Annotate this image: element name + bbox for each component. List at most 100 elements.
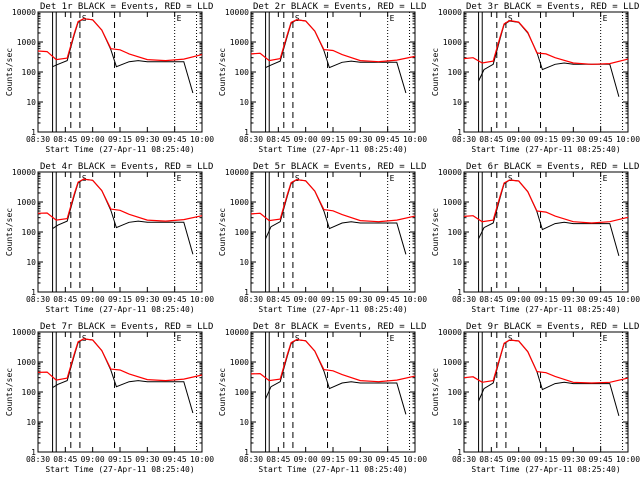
x-tick-label: 09:00	[294, 295, 318, 304]
panel-title: Det 4r BLACK = Events, RED = LLD	[40, 162, 213, 172]
x-tick-label: 09:15	[534, 135, 558, 144]
y-tick-label: 1000	[443, 358, 462, 367]
y-tick-label: 100	[22, 388, 37, 397]
y-tick-label: 1000	[17, 198, 36, 207]
events-series-line	[52, 178, 194, 255]
x-axis-label: Start Time (27-Apr-11 08:25:40)	[258, 145, 407, 154]
x-tick-label: 10:00	[403, 455, 427, 464]
plot-panel: Det 6r BLACK = Events, RED = LLD 1 10 100 10…	[431, 162, 640, 314]
y-axis-label: Counts/sec	[5, 48, 14, 96]
y-tick-label: 10	[452, 98, 462, 107]
x-tick-label: 09:15	[534, 455, 558, 464]
y-axis-label: Counts/sec	[431, 208, 440, 256]
y-tick-label: 10	[26, 258, 36, 267]
x-tick-label: 10:00	[616, 455, 640, 464]
events-series-line	[265, 19, 407, 94]
x-tick-label: 09:45	[376, 135, 400, 144]
x-tick-label: 09:00	[81, 455, 105, 464]
y-tick-label: 1	[244, 128, 249, 137]
lld-series-line	[463, 339, 629, 384]
y-tick-label: 10000	[225, 328, 249, 337]
x-tick-label: 09:30	[135, 455, 159, 464]
panel-title: Det 6r BLACK = Events, RED = LLD	[466, 162, 639, 172]
y-tick-label: 1	[31, 288, 36, 297]
x-tick-label: 09:30	[348, 295, 372, 304]
x-tick-label: 09:30	[135, 295, 159, 304]
plot-panel: Det 5r BLACK = Events, RED = LLD 1 10 100 10…	[218, 162, 427, 314]
y-tick-label: 10000	[438, 168, 462, 177]
y-tick-label: 10000	[225, 8, 249, 17]
x-tick-label: 09:30	[561, 455, 585, 464]
y-tick-label: 100	[448, 68, 463, 77]
plot-frame	[250, 171, 416, 293]
x-axis-label: Start Time (27-Apr-11 08:25:40)	[471, 305, 620, 314]
y-tick-label: 100	[22, 228, 37, 237]
x-axis-label: Start Time (27-Apr-11 08:25:40)	[45, 305, 194, 314]
x-tick-label: 08:30	[26, 135, 50, 144]
x-tick-label: 09:15	[321, 455, 345, 464]
x-tick-label: 09:30	[348, 135, 372, 144]
x-tick-label: 10:00	[616, 135, 640, 144]
x-tick-label: 09:15	[534, 295, 558, 304]
plot-frame	[37, 171, 203, 293]
x-tick-label: 10:00	[616, 295, 640, 304]
time-marker-label: E	[177, 334, 182, 343]
time-marker-label: S	[82, 174, 87, 183]
x-tick-label: 09:45	[163, 135, 187, 144]
time-marker-label: E	[390, 174, 395, 183]
y-tick-label: 1000	[443, 38, 462, 47]
x-tick-label: 09:45	[589, 135, 613, 144]
x-tick-label: 09:00	[507, 455, 531, 464]
y-tick-label: 10000	[12, 328, 36, 337]
y-tick-label: 10	[452, 258, 462, 267]
x-tick-label: 08:30	[452, 295, 476, 304]
panel-title: Det 5r BLACK = Events, RED = LLD	[253, 162, 426, 172]
panel-title: Det 1r BLACK = Events, RED = LLD	[40, 2, 213, 12]
y-tick-label: 10000	[225, 168, 249, 177]
y-tick-label: 10000	[12, 168, 36, 177]
y-tick-label: 100	[448, 388, 463, 397]
x-axis-label: Start Time (27-Apr-11 08:25:40)	[471, 465, 620, 474]
x-tick-label: 08:30	[239, 295, 263, 304]
x-tick-label: 08:30	[26, 455, 50, 464]
time-marker-label: E	[603, 334, 608, 343]
x-tick-label: 08:30	[452, 455, 476, 464]
y-axis-label: Counts/sec	[218, 368, 227, 416]
panel-title: Det 8r BLACK = Events, RED = LLD	[253, 322, 426, 332]
lld-series-line	[250, 338, 416, 383]
y-tick-label: 1	[244, 288, 249, 297]
plot-panel: Det 2r BLACK = Events, RED = LLD 1 10 100 10…	[218, 2, 427, 154]
y-tick-label: 1	[457, 128, 462, 137]
y-tick-label: 1	[31, 448, 36, 457]
plot-panel: Det 1r BLACK = Events, RED = LLD 1 10 100 10…	[5, 2, 214, 154]
y-tick-label: 1000	[443, 198, 462, 207]
x-tick-label: 09:15	[321, 295, 345, 304]
x-tick-label: 10:00	[403, 135, 427, 144]
x-tick-label: 09:00	[507, 135, 531, 144]
plot-panel: Det 4r BLACK = Events, RED = LLD 1 10 100 10…	[5, 162, 214, 314]
x-tick-label: 09:00	[81, 135, 105, 144]
plot-frame	[37, 331, 203, 453]
x-tick-label: 08:45	[479, 455, 503, 464]
panel-title: Det 9r BLACK = Events, RED = LLD	[466, 322, 639, 332]
x-axis-label: Start Time (27-Apr-11 08:25:40)	[45, 145, 194, 154]
y-tick-label: 10	[239, 418, 249, 427]
y-tick-label: 1	[31, 128, 36, 137]
time-marker-label: E	[390, 14, 395, 23]
events-series-line	[478, 20, 620, 97]
y-tick-label: 100	[235, 68, 250, 77]
x-tick-label: 10:00	[403, 295, 427, 304]
events-series-line	[52, 18, 194, 94]
x-tick-label: 08:30	[26, 295, 50, 304]
y-tick-label: 10	[26, 418, 36, 427]
time-marker-label: S	[508, 14, 513, 23]
time-marker-label: E	[177, 174, 182, 183]
y-tick-label: 100	[235, 388, 250, 397]
x-tick-label: 09:30	[561, 135, 585, 144]
time-marker-label: S	[295, 334, 300, 343]
y-tick-label: 1000	[17, 358, 36, 367]
y-tick-label: 10	[452, 418, 462, 427]
x-tick-label: 09:45	[163, 455, 187, 464]
